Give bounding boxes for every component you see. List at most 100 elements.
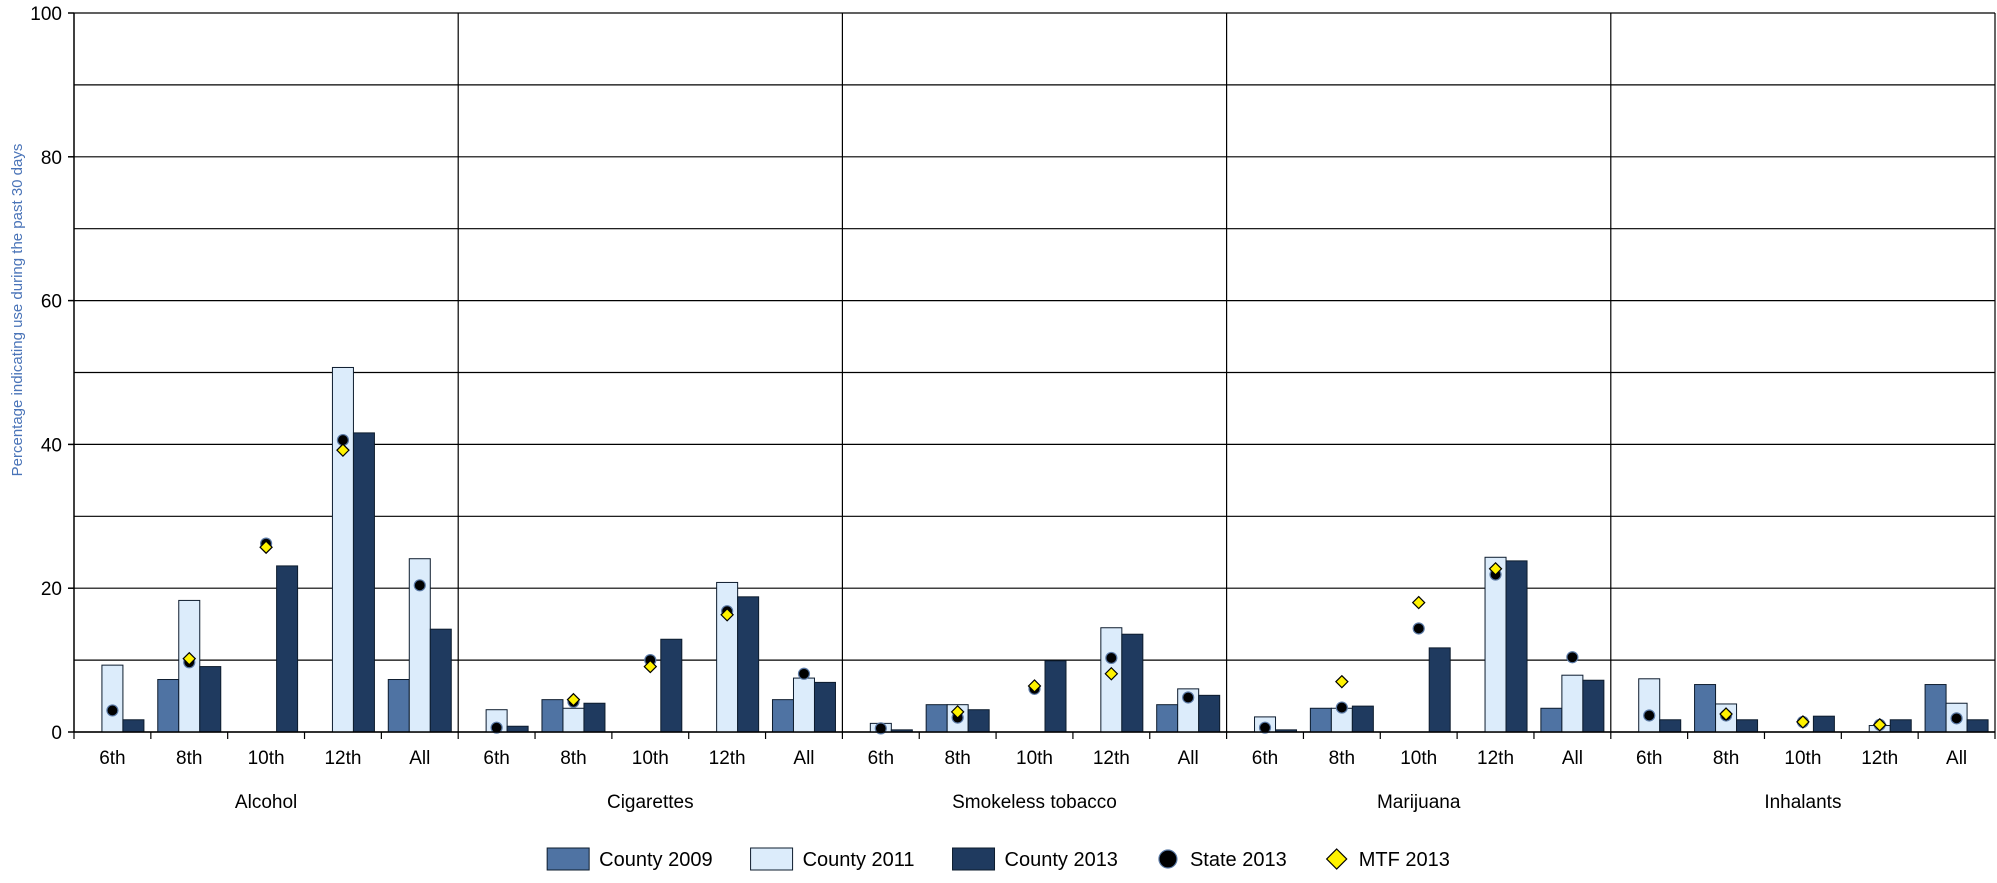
mtf-2013-marker	[1796, 715, 1810, 729]
mtf-2013-marker	[259, 540, 273, 555]
grade-label: 12th	[1861, 748, 1898, 769]
grade-label: 8th	[944, 748, 970, 769]
legend-swatch-state-2013	[1158, 849, 1178, 869]
mtf-2013-marker	[720, 607, 734, 622]
bar-county-2011	[562, 707, 585, 733]
grade-label: 8th	[1329, 748, 1355, 769]
legend-swatch-county-2011	[750, 847, 794, 871]
state-2013-marker	[1105, 651, 1118, 665]
grade-label: 6th	[1252, 748, 1278, 769]
grade-label: 6th	[868, 748, 894, 769]
state-2013-marker	[490, 721, 503, 734]
legend-label: MTF 2013	[1359, 849, 1450, 871]
mtf-2013-marker	[950, 705, 965, 719]
grade-label: 8th	[560, 748, 586, 769]
legend-swatch-county-2013	[952, 847, 996, 871]
bar-county-2013	[1044, 660, 1067, 733]
state-2013-marker	[1566, 651, 1579, 664]
markers	[106, 433, 1963, 735]
mtf-2013-marker	[1488, 561, 1503, 576]
mtf-2013-marker	[566, 692, 581, 707]
grade-label: All	[793, 748, 814, 769]
bar-county-2009	[925, 704, 948, 733]
labels: 6th 8th 10th 12th All Alcohol 6th 8th 10th 12th Al…	[99, 748, 1967, 813]
legend: County 2009 County 2011 County 2013 State 2…	[546, 847, 1450, 871]
bar-county-2013	[967, 709, 990, 733]
state-2013-marker	[106, 704, 119, 717]
group-label: Smokeless tobacco	[952, 792, 1117, 813]
bar-county-2011	[1484, 556, 1507, 733]
bar-county-2013	[583, 702, 606, 733]
grade-label: 12th	[1477, 748, 1514, 769]
bar-county-2009	[771, 699, 794, 733]
bar-county-2011	[101, 664, 124, 733]
grade-label: 8th	[1713, 748, 1739, 769]
mtf-2013-marker	[1104, 666, 1119, 681]
state-2013-marker	[1182, 691, 1195, 704]
bar-county-2011	[1638, 678, 1661, 733]
mtf-2013-marker	[1027, 679, 1042, 693]
state-2013-marker	[797, 667, 811, 680]
bar-county-2013	[1889, 719, 1912, 733]
state-2013-marker	[1412, 622, 1425, 635]
bar-county-2011	[1561, 674, 1584, 733]
bar-county-2009	[1694, 684, 1717, 733]
bar-county-2009	[1309, 707, 1332, 733]
group-label: Marijuana	[1377, 792, 1461, 813]
y-tick-label: 100	[30, 4, 62, 25]
bar-county-2013	[813, 681, 836, 733]
bar-county-2013	[1351, 705, 1374, 733]
bar-county-2013	[276, 565, 299, 733]
bar-county-2013	[1659, 719, 1682, 733]
grade-label: 6th	[483, 748, 509, 769]
y-tick-label: 0	[51, 723, 62, 744]
bar-county-2009	[1924, 684, 1947, 733]
state-2013-marker	[1643, 709, 1656, 722]
y-axis-label: Percentage indicating use during the pas…	[9, 144, 26, 477]
y-tick-label: 80	[41, 148, 62, 169]
bar-county-2013	[1505, 560, 1528, 733]
grade-label: All	[1562, 748, 1583, 769]
bar-county-2013	[1582, 679, 1605, 733]
bar-county-2011	[792, 677, 815, 733]
grade-label: 12th	[709, 748, 746, 769]
mtf-2013-marker	[1335, 674, 1349, 689]
legend-label: County 2013	[1005, 849, 1118, 871]
state-2013-marker	[1258, 721, 1272, 734]
grade-label: All	[409, 748, 430, 769]
bar-county-2013	[429, 628, 452, 733]
bar-county-2013	[1736, 719, 1759, 733]
state-2013-marker	[413, 579, 426, 592]
axes: 0 20 40 60 80 100	[30, 4, 1996, 744]
legend-swatch-mtf-2013	[1325, 848, 1348, 870]
y-tick-label: 40	[41, 435, 62, 456]
grade-label: 10th	[1784, 748, 1821, 769]
grid	[74, 12, 1996, 733]
bar-county-2013	[1198, 694, 1221, 733]
legend-label: State 2013	[1190, 849, 1287, 871]
grade-label: 6th	[99, 748, 125, 769]
bar-county-2013	[737, 596, 760, 733]
mtf-2013-marker	[1719, 707, 1733, 721]
grade-label: 12th	[1093, 748, 1130, 769]
bar-county-2013	[1428, 647, 1451, 733]
grade-label: All	[1178, 748, 1199, 769]
grade-label: 10th	[1400, 748, 1437, 769]
legend-label: County 2011	[803, 849, 915, 871]
grade-label: 10th	[1016, 748, 1053, 769]
grade-label: 8th	[176, 748, 202, 769]
bar-county-2013	[199, 666, 222, 733]
mtf-2013-marker	[182, 651, 197, 666]
bar-county-2013	[352, 432, 375, 733]
y-tick-label: 60	[41, 292, 62, 313]
bar-county-2013	[1121, 633, 1144, 733]
bar-county-2009	[387, 679, 410, 733]
grade-label: 10th	[248, 748, 285, 769]
bar-county-2013	[1966, 719, 1989, 733]
group-label: Cigarettes	[607, 792, 694, 813]
state-2013-marker	[874, 722, 887, 735]
mtf-2013-marker	[643, 659, 658, 674]
grade-label: 12th	[324, 748, 361, 769]
y-tick-label: 20	[41, 579, 62, 600]
